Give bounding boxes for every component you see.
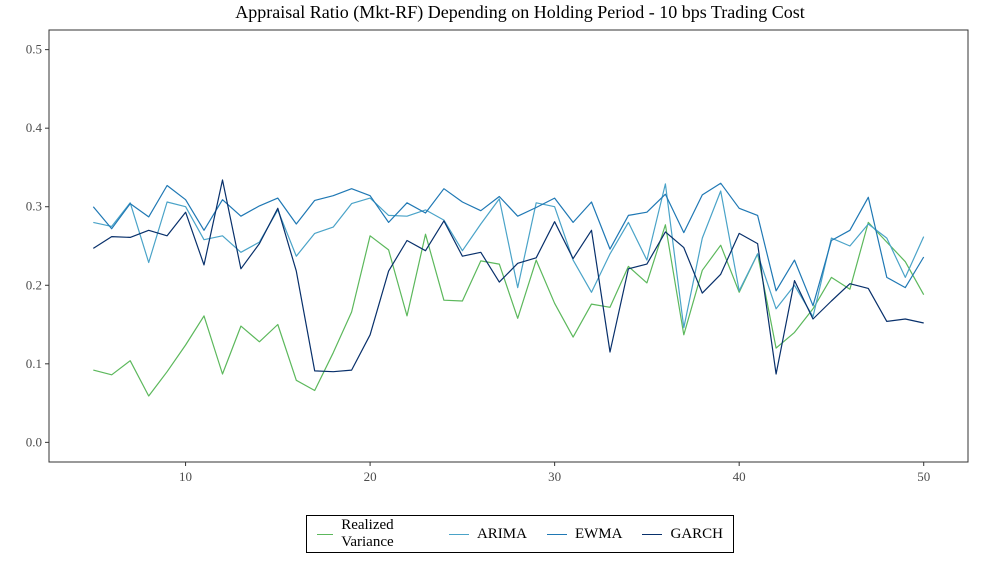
y-tick-label: 0.0 <box>26 434 42 449</box>
legend-swatch <box>448 533 469 535</box>
legend-swatch <box>546 533 567 535</box>
y-tick-label: 0.4 <box>26 120 43 135</box>
x-tick-label: 30 <box>548 469 561 484</box>
legend-item: ARIMA <box>448 525 527 543</box>
legend-label: ARIMA <box>476 525 527 542</box>
legend-item: Realized Variance <box>317 517 429 551</box>
y-tick-label: 0.1 <box>26 356 42 371</box>
x-tick-label: 10 <box>179 469 192 484</box>
x-tick-label: 20 <box>364 469 377 484</box>
legend-label: GARCH <box>670 525 723 542</box>
legend-swatch <box>317 533 334 535</box>
y-tick-label: 0.2 <box>26 277 42 292</box>
y-tick-label: 0.5 <box>26 42 42 57</box>
legend-item: EWMA <box>546 525 623 543</box>
series-line-ewma <box>92 182 925 307</box>
legend-item: GARCH <box>642 526 723 543</box>
legend-label: EWMA <box>574 525 623 542</box>
legend-label: Realized Variance <box>341 517 394 550</box>
plot-panel-border <box>48 29 969 463</box>
legend: Realized Variance ARIMA EWMA GARCH <box>306 515 734 553</box>
series-line-arima <box>93 183 925 329</box>
series-line-realized-variance <box>93 221 925 397</box>
y-tick-label: 0.3 <box>26 199 42 214</box>
x-tick-label: 40 <box>733 469 746 484</box>
legend-swatch <box>642 533 663 535</box>
chart-title: Appraisal Ratio (Mkt-RF) Depending on Ho… <box>235 2 805 22</box>
x-tick-label: 50 <box>917 469 930 484</box>
series-line-garch <box>92 179 924 375</box>
